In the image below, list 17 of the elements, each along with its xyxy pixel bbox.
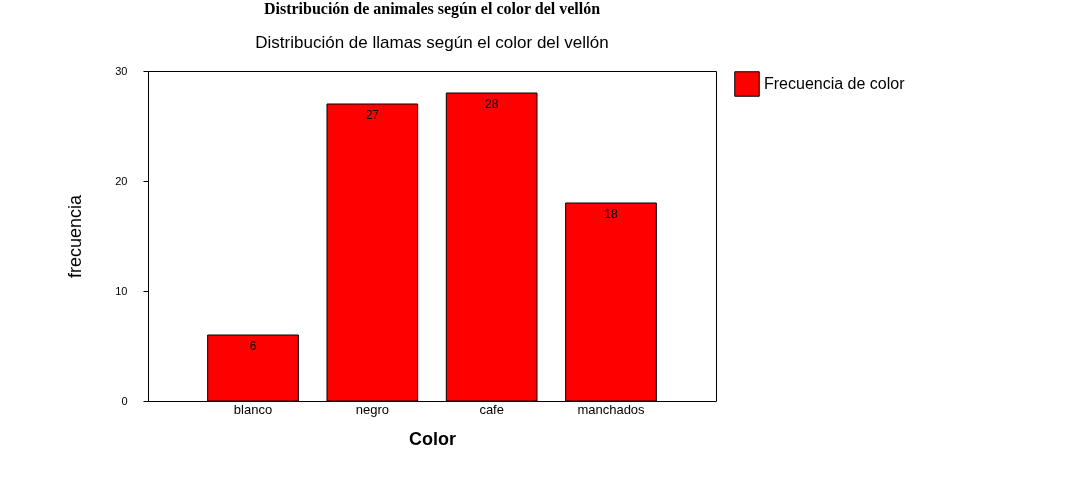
data-label: 28 (484, 97, 499, 111)
x-tick-label: negro (355, 401, 389, 417)
x-tick-label: manchados (577, 401, 646, 417)
chart-title: Distribución de animales según el color del vellón (263, 0, 601, 18)
data-label: 27 (365, 108, 380, 122)
y-tick-label: 0 (121, 394, 128, 407)
y-tick-label: 20 (115, 174, 128, 187)
legend-label: Frecuencia de color (764, 75, 906, 92)
y-tick-label: 10 (115, 284, 128, 297)
data-label: 18 (604, 207, 618, 221)
data-label: 6 (249, 339, 257, 353)
x-tick-label: blanco (233, 401, 273, 417)
y-axis-title: frecuencia (65, 193, 86, 279)
x-axis-title: Color (409, 428, 456, 449)
chart-subtitle: Distribución de llamas según el color del vellón (255, 33, 609, 52)
x-tick-label: cafe (479, 401, 504, 417)
y-tick-label: 30 (115, 64, 128, 77)
